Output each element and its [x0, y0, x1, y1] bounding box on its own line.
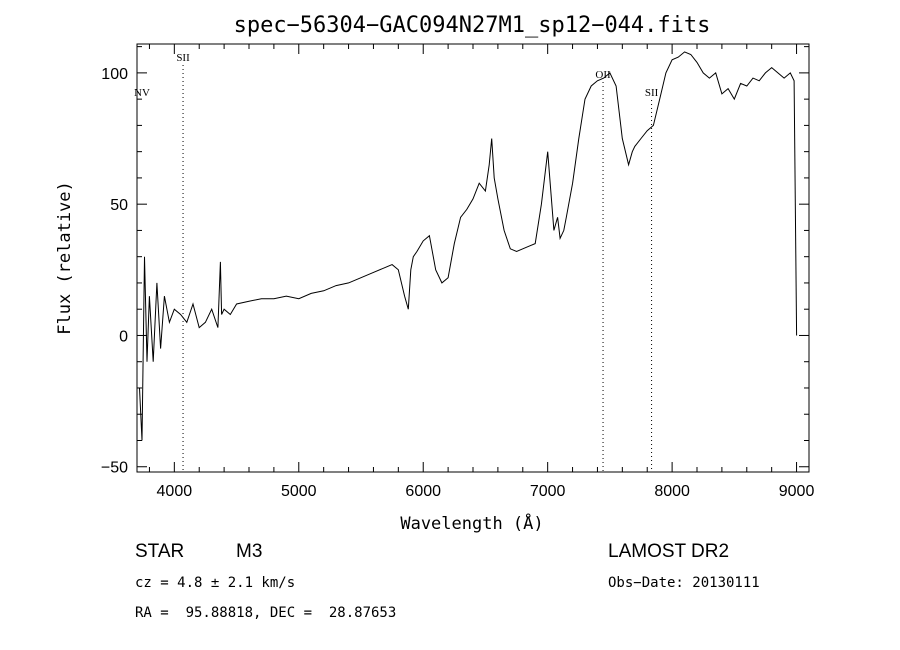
y-tick-label: −50: [101, 460, 128, 477]
observation-date: Obs−Date: 20130111: [608, 575, 760, 591]
spectral-line-label: SII: [645, 87, 659, 99]
survey-name: LAMOST DR2: [608, 541, 730, 562]
plot-frame: [136, 43, 810, 473]
y-axis-label: Flux (relative): [55, 181, 75, 335]
x-tick-label: 6000: [405, 483, 441, 500]
x-tick-label: 7000: [530, 483, 566, 500]
redshift-readout: cz = 4.8 ± 2.1 km/s: [135, 575, 296, 591]
chart-title: spec−56304−GAC094N27M1_sp12−044.fits: [234, 13, 711, 38]
x-tick-label: 5000: [281, 483, 317, 500]
spectrum-line: [139, 51, 798, 441]
x-axis-label: Wavelength (Å): [400, 512, 543, 534]
spectral-line-label: OII: [595, 69, 611, 81]
y-tick-label: 0: [119, 328, 128, 345]
object-type: STAR: [135, 541, 185, 562]
spectral-line-markers: NV SII OII SII: [134, 52, 659, 472]
axis-ticks: 4000 5000 6000 7000 8000 9000 −50 0 50 100: [101, 44, 815, 500]
y-tick-label: 100: [101, 66, 128, 83]
x-tick-label: 8000: [654, 483, 690, 500]
x-tick-label: 9000: [779, 483, 815, 500]
object-subclass: M3: [236, 541, 263, 562]
spectral-line-label: SII: [176, 52, 190, 64]
y-tick-label: 50: [110, 197, 128, 214]
x-tick-label: 4000: [157, 483, 193, 500]
spectral-line-label: NV: [134, 87, 150, 99]
coordinates-readout: RA = 95.88818, DEC = 28.87653: [135, 605, 397, 621]
